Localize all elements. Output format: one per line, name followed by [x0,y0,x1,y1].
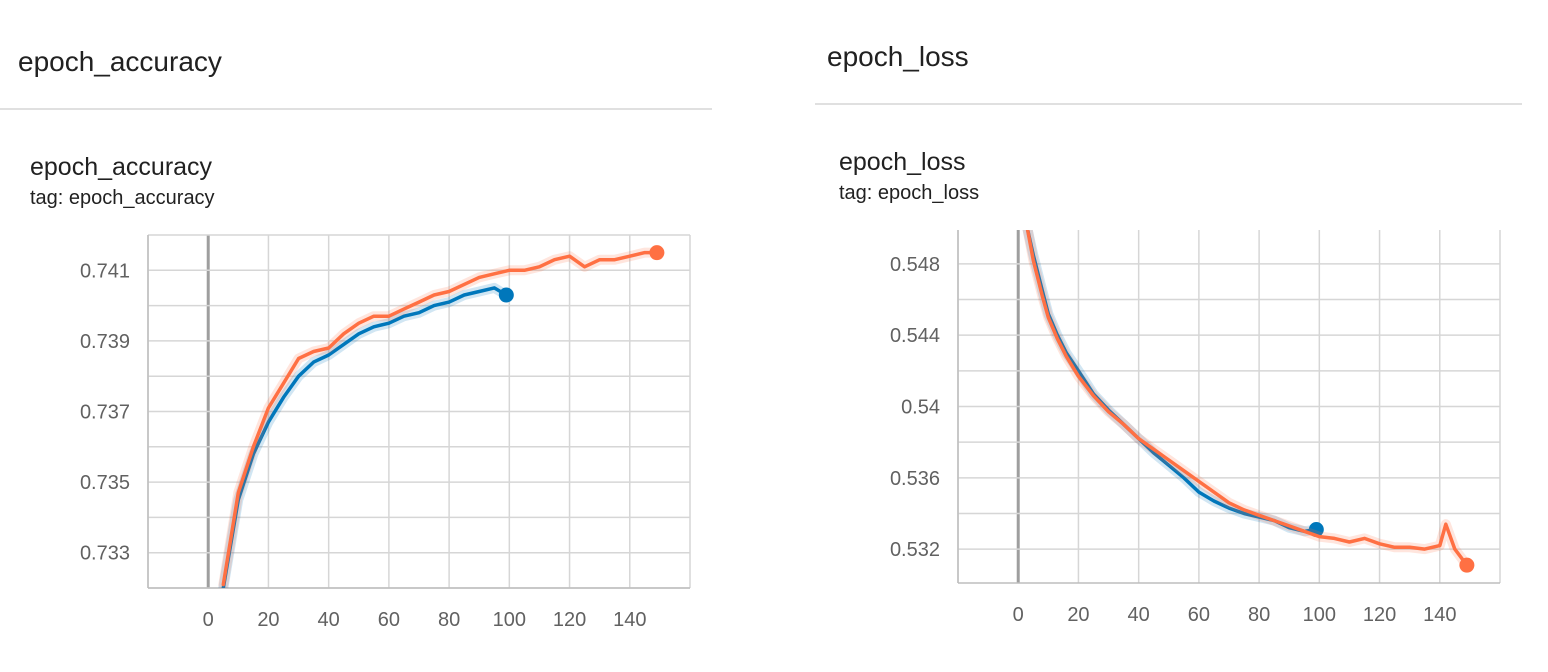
card-title-accuracy: epoch_accuracy [30,153,213,181]
loss-chart[interactable]: 0 20 40 60 80 100 120 140 0.532 0.536 0.54 0.544 0.5… [815,0,1522,672]
group-title-loss[interactable]: epoch_loss [827,41,969,72]
x-tick-label: 60 [378,609,400,631]
loss-panel: epoch_loss epoch_loss tag: epoch_loss 0 2… [815,0,1522,672]
series-line [1025,230,1469,567]
x-tick-label: 140 [1423,604,1456,626]
card-title-loss: epoch_loss [839,148,966,176]
grid [957,230,1501,583]
card-tag-accuracy: tag: epoch_accuracy [30,187,215,209]
y-tick-label: 0.54 [901,397,940,419]
y-tick-label: 0.735 [80,472,130,494]
y-tick-label: 0.548 [890,254,940,276]
y-tick-label: 0.741 [80,260,130,282]
x-tick-label: 120 [553,609,586,631]
series-end-point [498,287,514,303]
accuracy-chart[interactable]: 0 20 40 60 80 100 120 140 0.733 0.735 0.737 0.739 0.… [0,0,712,672]
y-tick-label: 0.739 [80,331,130,353]
card-tag-loss: tag: epoch_loss [839,182,980,204]
y-tick-label: 0.536 [890,468,940,490]
x-tick-label: 20 [1067,604,1089,626]
y-tick-label: 0.532 [890,539,940,561]
series-band [1022,230,1322,537]
x-tick-label: 100 [1303,604,1336,626]
x-tick-label: 140 [613,609,646,631]
x-tick-label: 40 [1128,604,1150,626]
x-tick-label: 0 [1013,604,1024,626]
series-1 [1022,230,1472,571]
series-line [221,286,509,588]
x-tick-label: 100 [493,609,526,631]
series-end-point [649,245,665,261]
y-tick-label: 0.544 [890,325,940,347]
x-tick-label: 40 [318,609,340,631]
series-1 [218,247,662,588]
series-line [1025,230,1319,534]
group-title-accuracy[interactable]: epoch_accuracy [18,46,222,77]
series-0 [218,282,512,588]
x-tick-label: 80 [1248,604,1270,626]
y-tick-label: 0.733 [80,543,130,565]
x-tick-label: 20 [257,609,279,631]
series-line [221,250,659,587]
x-tick-label: 80 [438,609,460,631]
x-tick-label: 60 [1188,604,1210,626]
x-tick-label: 120 [1363,604,1396,626]
series-0 [1022,230,1322,537]
accuracy-panel: epoch_accuracy epoch_accuracy tag: epoch… [0,0,712,672]
divider [815,103,1522,105]
divider [0,108,712,110]
grid [147,234,691,589]
y-tick-label: 0.737 [80,402,130,424]
x-tick-label: 0 [203,609,214,631]
series-end-point [1459,557,1475,573]
